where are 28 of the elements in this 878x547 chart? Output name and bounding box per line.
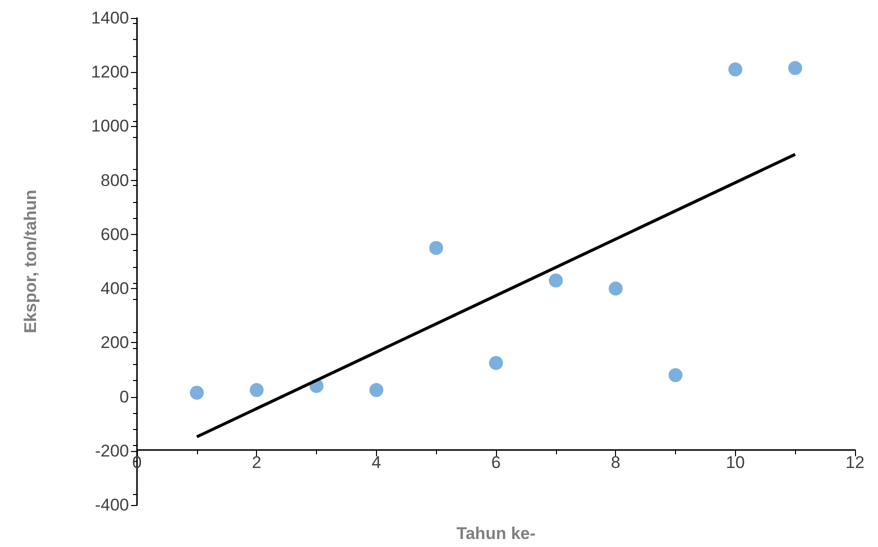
- y-tick-label: 1200: [91, 62, 129, 82]
- y-tick-label: -400: [94, 496, 129, 514]
- y-tick-label: 200: [100, 333, 129, 352]
- x-axis-title: Tahun ke-: [456, 524, 536, 543]
- y-tick-label: 1000: [91, 116, 129, 136]
- y-axis-title: Ekspor, ton/tahun: [21, 190, 40, 334]
- x-tick-label: 4: [372, 453, 382, 472]
- point: [429, 240, 444, 255]
- x-tick-label: 6: [491, 453, 501, 472]
- point: [728, 62, 742, 76]
- y-tick-label: 800: [100, 170, 129, 190]
- x-tick-label: 8: [610, 453, 620, 472]
- point: [190, 386, 204, 400]
- point: [250, 383, 264, 398]
- point: [608, 282, 623, 296]
- y-tick-label: 0: [120, 387, 129, 406]
- x-tick-label: 10: [726, 453, 745, 472]
- point: [788, 61, 802, 76]
- x-tick-label: 12: [846, 453, 864, 472]
- y-tick-label: 600: [100, 224, 129, 244]
- y-tick-label: 1400: [91, 8, 129, 28]
- y-tick-label: 400: [100, 279, 129, 298]
- point: [668, 368, 682, 382]
- point: [548, 273, 563, 288]
- point: [369, 383, 384, 398]
- y-tick-label: -200: [94, 441, 129, 460]
- point: [489, 356, 503, 370]
- x-tick-label: 2: [252, 453, 262, 472]
